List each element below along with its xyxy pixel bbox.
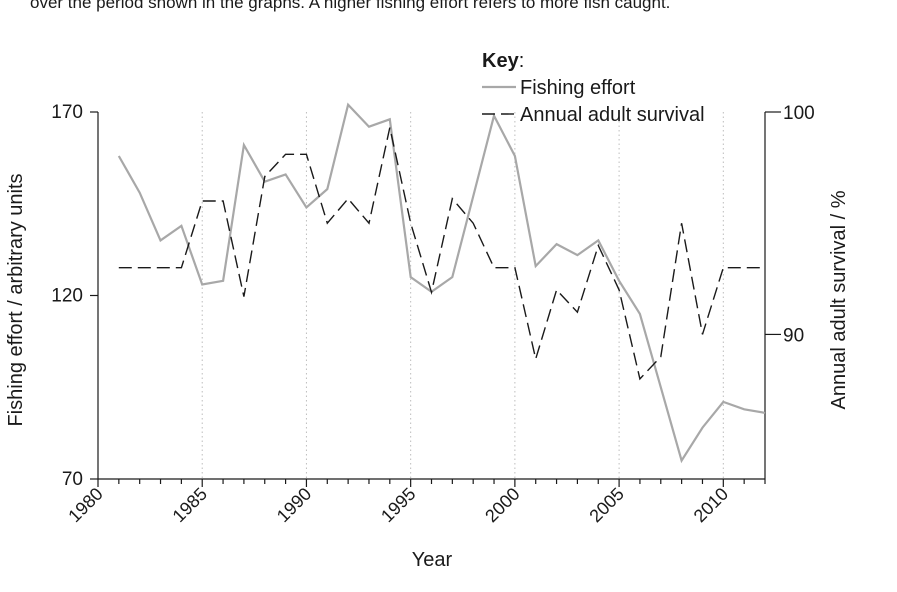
y-axis-right-label: Annual adult survival / %: [828, 190, 850, 409]
x-tick-label: 2000: [481, 484, 523, 526]
legend-title-bold: Key: [482, 50, 520, 72]
fishing-effort-line: [117, 102, 766, 464]
y-axis-left-label: Fishing effort / arbitrary units: [5, 173, 27, 426]
y-right-tick-label: 100: [783, 103, 815, 124]
legend-label-annual-adult-survival: Annual adult survival: [520, 104, 705, 126]
legend-title-colon: :: [519, 50, 525, 72]
x-tick-label: 2010: [690, 484, 732, 526]
y-right-tick-label: 90: [783, 325, 804, 346]
x-tick-label: 1995: [377, 484, 419, 526]
x-axis-label: Year: [412, 549, 453, 571]
y-left-tick-label: 120: [51, 286, 83, 307]
y-left-tick-label: 70: [62, 469, 83, 490]
x-tick-label: 2005: [585, 484, 627, 526]
y-left-tick-label: 170: [51, 102, 83, 123]
x-tick-label: 1990: [273, 484, 315, 526]
legend-title: Key:: [482, 50, 524, 72]
x-tick-label: 1980: [64, 484, 106, 526]
x-tick-label: 1985: [169, 484, 211, 526]
caption-text: over the period shown in the graphs. A h…: [30, 0, 671, 12]
annual-adult-survival-line: [118, 127, 765, 381]
legend-label-fishing-effort: Fishing effort: [520, 77, 636, 99]
